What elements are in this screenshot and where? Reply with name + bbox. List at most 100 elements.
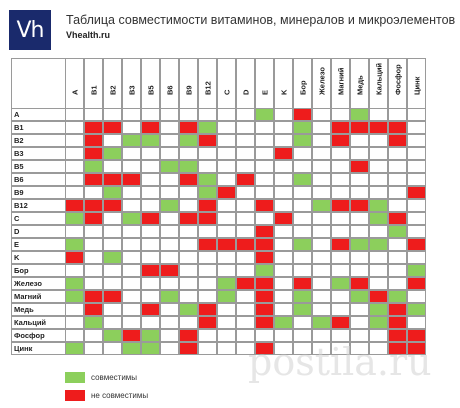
column-header: B2: [103, 58, 122, 109]
legend-label-incompatible: не совместимы: [91, 391, 149, 400]
table-cell: [141, 238, 160, 251]
column-header-label: B6: [165, 85, 174, 95]
table-cell: [179, 329, 198, 342]
table-cell: [179, 290, 198, 303]
table-cell: [331, 316, 350, 329]
table-cell: [350, 173, 369, 186]
table-cell: [312, 238, 331, 251]
column-header-label: Медь: [355, 75, 364, 95]
table-cell: [160, 342, 179, 355]
table-cell: [217, 251, 236, 264]
table-cell: [217, 147, 236, 160]
column-header: B3: [122, 58, 141, 109]
table-cell: [407, 147, 426, 160]
table-cell: [179, 212, 198, 225]
table-cell: [65, 199, 84, 212]
table-cell: [331, 134, 350, 147]
table-cell: [217, 121, 236, 134]
column-header-label: Магний: [336, 67, 345, 95]
table-cell: [331, 121, 350, 134]
table-cell: [274, 225, 293, 238]
table-cell: [312, 212, 331, 225]
table-cell: [84, 160, 103, 173]
table-cell: [84, 199, 103, 212]
table-cell: [388, 290, 407, 303]
table-cell: [274, 290, 293, 303]
table-cell: [350, 238, 369, 251]
table-cell: [84, 108, 103, 121]
table-cell: [407, 212, 426, 225]
table-cell: [198, 251, 217, 264]
table-cell: [122, 160, 141, 173]
table-cell: [293, 303, 312, 316]
table-cell: [103, 186, 122, 199]
table-cell: [331, 290, 350, 303]
table-cell: [198, 329, 217, 342]
table-cell: [103, 225, 122, 238]
row-header: B1: [11, 121, 66, 134]
table-cell: [122, 186, 141, 199]
table-cell: [103, 264, 122, 277]
table-cell: [141, 121, 160, 134]
site-name: Vhealth.ru: [66, 30, 111, 40]
incompatible-swatch: [65, 390, 85, 401]
table-cell: [160, 134, 179, 147]
table-cell: [369, 342, 388, 355]
table-cell: [312, 160, 331, 173]
table-cell: [236, 303, 255, 316]
table-cell: [407, 199, 426, 212]
table-cell: [369, 134, 388, 147]
table-cell: [388, 173, 407, 186]
table-cell: [179, 160, 198, 173]
table-cell: [141, 342, 160, 355]
table-cell: [160, 264, 179, 277]
table-cell: [65, 160, 84, 173]
table-cell: [407, 277, 426, 290]
table-cell: [274, 316, 293, 329]
table-cell: [236, 316, 255, 329]
table-cell: [141, 212, 160, 225]
table-cell: [122, 329, 141, 342]
table-cell: [84, 212, 103, 225]
table-cell: [84, 303, 103, 316]
column-header: Кальций: [369, 58, 388, 109]
table-cell: [255, 108, 274, 121]
table-cell: [84, 238, 103, 251]
table-cell: [293, 316, 312, 329]
table-cell: [407, 108, 426, 121]
column-header-label: Цинк: [412, 76, 421, 95]
table-cell: [122, 264, 141, 277]
table-cell: [236, 251, 255, 264]
table-corner: [11, 58, 66, 109]
table-cell: [293, 147, 312, 160]
table-cell: [369, 108, 388, 121]
table-cell: [274, 303, 293, 316]
table-cell: [407, 251, 426, 264]
table-cell: [293, 290, 312, 303]
table-cell: [312, 147, 331, 160]
table-cell: [217, 316, 236, 329]
table-cell: [388, 251, 407, 264]
table-cell: [103, 199, 122, 212]
table-cell: [407, 173, 426, 186]
table-cell: [236, 212, 255, 225]
table-cell: [217, 277, 236, 290]
table-cell: [65, 173, 84, 186]
table-cell: [141, 303, 160, 316]
table-cell: [312, 173, 331, 186]
table-cell: [179, 225, 198, 238]
column-header-label: C: [222, 89, 231, 95]
table-cell: [122, 134, 141, 147]
table-cell: [369, 238, 388, 251]
table-cell: [217, 303, 236, 316]
table-cell: [369, 212, 388, 225]
table-cell: [293, 134, 312, 147]
column-header: Бор: [293, 58, 312, 109]
table-cell: [388, 264, 407, 277]
table-cell: [179, 316, 198, 329]
column-header: Фосфор: [388, 58, 407, 109]
table-cell: [312, 277, 331, 290]
table-cell: [141, 316, 160, 329]
table-cell: [198, 134, 217, 147]
table-cell: [312, 186, 331, 199]
